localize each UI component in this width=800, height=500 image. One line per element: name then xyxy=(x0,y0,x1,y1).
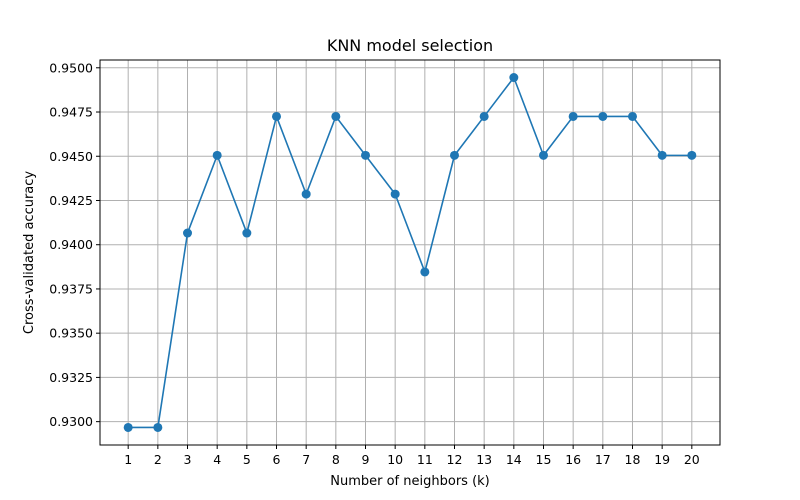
data-point-marker xyxy=(509,73,519,83)
data-point-marker xyxy=(242,228,252,238)
data-point-marker xyxy=(568,111,578,121)
x-tick-label: 15 xyxy=(536,452,552,467)
data-point-marker xyxy=(331,111,341,121)
x-tick-label: 2 xyxy=(154,452,162,467)
x-tick-label: 5 xyxy=(243,452,251,467)
data-point-marker xyxy=(479,111,489,121)
axis-ticks: 1 2 3 4 5 6 7 8 9 10 11 12 13 14 15 16 17 18 19 200.93000.9… xyxy=(49,60,700,467)
data-point-marker xyxy=(301,189,311,199)
data-series xyxy=(123,73,697,432)
grid-lines xyxy=(100,60,720,445)
data-point-marker xyxy=(123,422,133,432)
x-tick-label: 6 xyxy=(273,452,281,467)
y-tick-label: 0.9500 xyxy=(49,60,93,75)
chart-title: KNN model selection xyxy=(327,36,493,55)
y-axis-label: Cross-validated accuracy xyxy=(22,171,37,335)
x-tick-label: 9 xyxy=(362,452,370,467)
y-tick-label: 0.9325 xyxy=(49,370,93,385)
data-point-marker xyxy=(420,267,430,277)
data-point-marker xyxy=(598,111,608,121)
x-tick-label: 20 xyxy=(684,452,700,467)
series-line xyxy=(128,76,692,429)
y-tick-label: 0.9375 xyxy=(49,281,93,296)
y-tick-label: 0.9350 xyxy=(49,326,93,341)
data-point-marker xyxy=(361,150,371,160)
x-tick-label: 4 xyxy=(213,452,221,467)
data-point-marker xyxy=(449,150,459,160)
x-tick-label: 17 xyxy=(595,452,611,467)
x-tick-label: 1 xyxy=(124,452,132,467)
data-point-marker xyxy=(390,189,400,199)
x-tick-label: 7 xyxy=(302,452,310,467)
data-point-marker xyxy=(153,422,163,432)
x-tick-label: 8 xyxy=(332,452,340,467)
plot-area-frame xyxy=(99,59,721,446)
data-point-marker xyxy=(183,228,193,238)
data-point-marker xyxy=(212,150,222,160)
data-point-marker xyxy=(627,111,637,121)
y-tick-label: 0.9450 xyxy=(49,149,93,164)
y-tick-label: 0.9475 xyxy=(49,105,93,120)
x-tick-label: 16 xyxy=(565,452,581,467)
x-tick-label: 11 xyxy=(417,452,433,467)
y-tick-label: 0.9400 xyxy=(49,237,93,252)
x-tick-label: 10 xyxy=(387,452,403,467)
data-point-marker xyxy=(272,111,282,121)
x-tick-label: 14 xyxy=(506,452,522,467)
x-tick-label: 13 xyxy=(476,452,492,467)
x-tick-label: 3 xyxy=(184,452,192,467)
data-point-marker xyxy=(657,150,667,160)
x-tick-label: 19 xyxy=(654,452,670,467)
data-point-marker xyxy=(538,150,548,160)
y-tick-label: 0.9425 xyxy=(49,193,93,208)
data-point-marker xyxy=(687,150,697,160)
x-axis-label: Number of neighbors (k) xyxy=(330,474,490,489)
x-tick-label: 12 xyxy=(447,452,463,467)
x-tick-label: 18 xyxy=(625,452,641,467)
y-tick-label: 0.9300 xyxy=(49,414,93,429)
